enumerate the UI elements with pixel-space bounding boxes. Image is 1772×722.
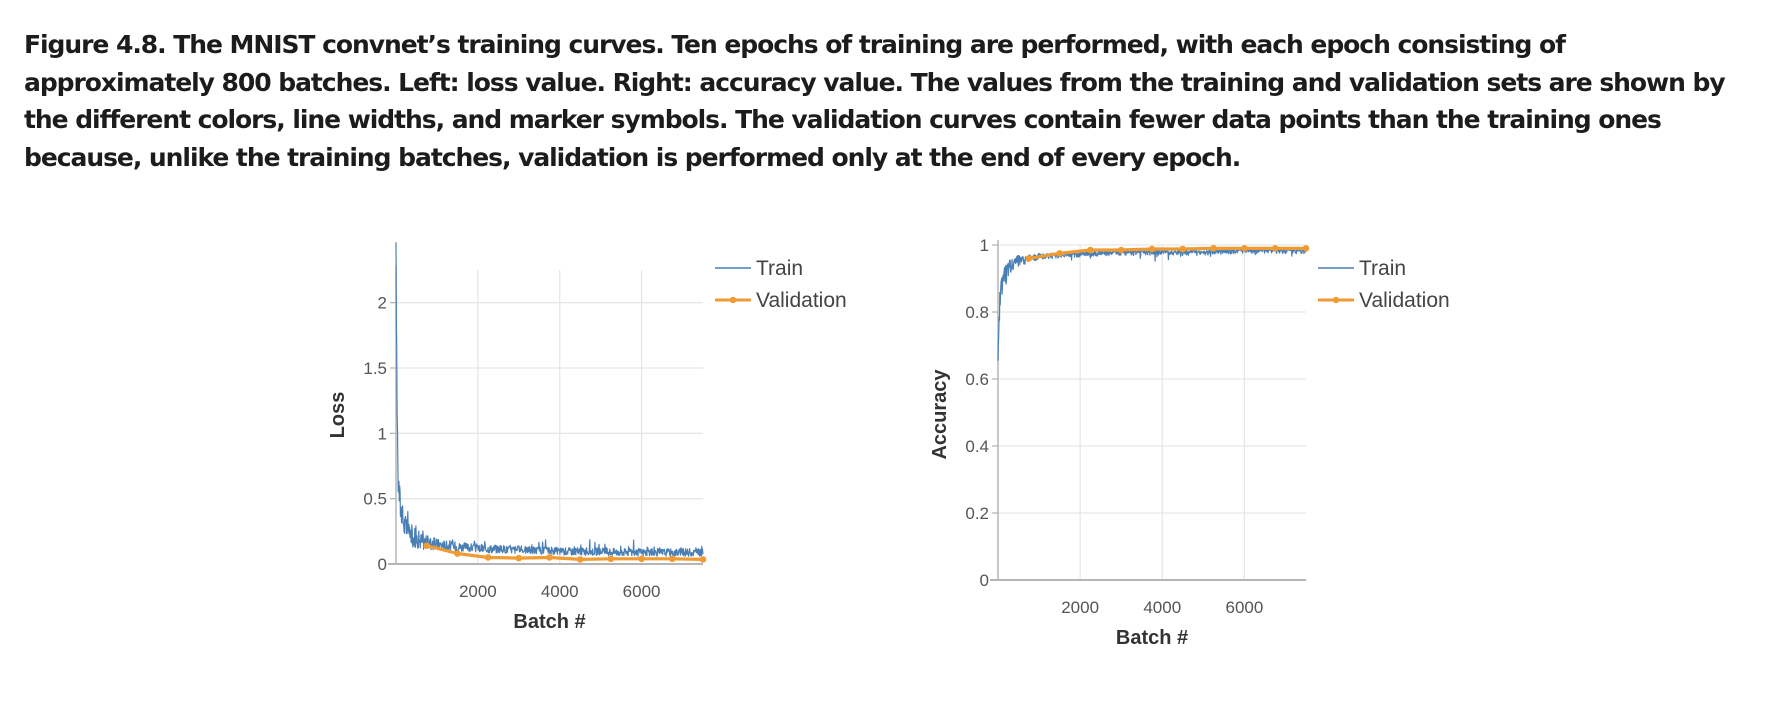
accuracy-chart: 0 0.2 0.4 0.6 0.8 1 2000 4000 6000 Batch # Accurac…: [929, 236, 1450, 649]
loss-validation-point: [699, 556, 707, 563]
loss-y-axis-title: Loss: [327, 392, 349, 439]
accuracy-validation-point: [1025, 255, 1033, 262]
accuracy-validation-line: [1028, 246, 1306, 260]
loss-y-tick-label: 1: [378, 424, 387, 443]
loss-legend-validation-marker: [729, 296, 737, 304]
accuracy-y-tick-label: 0.4: [965, 437, 989, 456]
accuracy-validation-point: [1087, 246, 1094, 254]
accuracy-x-tick-label: 4000: [1143, 598, 1181, 617]
accuracy-validation-point: [1241, 245, 1248, 252]
loss-validation-point: [423, 542, 431, 550]
accuracy-y-tick-label: 0: [980, 571, 989, 590]
loss-y-tick-label: 0.5: [363, 490, 387, 509]
accuracy-validation-point: [1148, 245, 1156, 253]
loss-legend-validation-label: Validation: [756, 289, 847, 312]
loss-validation-point: [454, 550, 461, 557]
loss-validation-point: [484, 554, 492, 561]
accuracy-legend-validation-marker: [1332, 296, 1340, 304]
loss-y-tick-label: 0: [378, 555, 387, 574]
loss-validation-point: [576, 556, 584, 563]
loss-train-line: [395, 242, 704, 557]
accuracy-legend-validation-label: Validation: [1359, 289, 1450, 312]
accuracy-x-axis-title: Batch #: [1116, 627, 1188, 649]
accuracy-validation-point: [1056, 250, 1063, 257]
loss-validation-point: [638, 555, 645, 563]
accuracy-legend-train-label: Train: [1359, 257, 1406, 280]
loss-x-tick-label: 4000: [541, 582, 579, 601]
accuracy-y-tick-label: 0.6: [965, 370, 989, 389]
accuracy-validation-point: [1302, 245, 1310, 252]
accuracy-x-tick-label: 6000: [1225, 598, 1263, 617]
accuracy-validation-point: [1271, 245, 1279, 252]
accuracy-validation-point: [1210, 245, 1217, 252]
accuracy-x-tick-label: 2000: [1061, 598, 1099, 617]
accuracy-y-axis-title: Accuracy: [929, 369, 951, 460]
loss-validation-point: [669, 555, 676, 563]
loss-y-tick-label: 2: [378, 294, 387, 313]
accuracy-y-tick-label: 1: [980, 236, 989, 255]
loss-validation-point: [546, 554, 553, 561]
loss-legend-train-label: Train: [756, 257, 803, 280]
accuracy-train-line: [997, 247, 1307, 361]
figure-caption: Figure 4.8. The MNIST convnet’s training…: [24, 30, 1726, 172]
loss-validation-point: [607, 555, 615, 563]
accuracy-validation-point: [1117, 246, 1125, 254]
accuracy-y-tick-label: 0.2: [965, 504, 989, 523]
loss-x-tick-label: 2000: [459, 582, 497, 601]
accuracy-y-tick-label: 0.8: [965, 303, 989, 322]
loss-x-axis-title: Batch #: [513, 611, 585, 633]
loss-chart: 0 0.5 1 1.5 2 2000 4000 6000 Batch # Loss Train Val…: [327, 242, 847, 633]
accuracy-validation-point: [1179, 245, 1187, 253]
loss-validation-point: [515, 554, 523, 562]
loss-validation-line: [426, 544, 704, 562]
loss-y-tick-label: 1.5: [363, 359, 387, 378]
loss-x-tick-label: 6000: [623, 582, 661, 601]
